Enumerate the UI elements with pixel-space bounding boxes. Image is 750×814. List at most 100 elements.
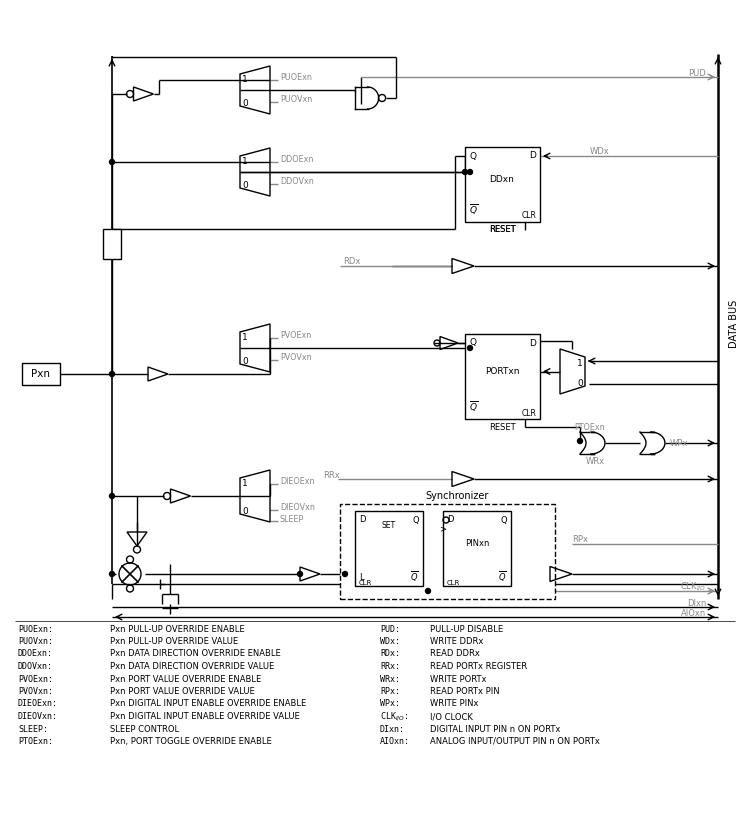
Circle shape xyxy=(467,169,472,174)
Text: 1: 1 xyxy=(242,76,248,85)
Bar xyxy=(340,504,555,599)
Text: Synchronizer: Synchronizer xyxy=(425,491,489,501)
Circle shape xyxy=(298,571,302,576)
Text: PUOVxn: PUOVxn xyxy=(280,94,312,103)
Circle shape xyxy=(110,371,115,377)
Text: WRx: WRx xyxy=(585,457,604,466)
Text: 1: 1 xyxy=(242,479,248,488)
Text: 0: 0 xyxy=(578,379,583,387)
Text: DIxn: DIxn xyxy=(687,598,706,607)
Text: D: D xyxy=(359,515,365,524)
Text: SLEEP:: SLEEP: xyxy=(18,724,48,733)
Text: DIEOVxn:: DIEOVxn: xyxy=(18,712,58,721)
Text: RESET: RESET xyxy=(489,225,515,234)
Text: WPx:: WPx: xyxy=(380,699,400,708)
Text: L: L xyxy=(359,572,364,581)
Text: SET: SET xyxy=(382,522,396,531)
Text: Q: Q xyxy=(469,339,476,348)
Text: DATA BUS: DATA BUS xyxy=(729,300,739,348)
Text: DDOExn:: DDOExn: xyxy=(18,650,53,659)
Text: RESET: RESET xyxy=(489,225,515,234)
Text: Pxn PORT VALUE OVERRIDE ENABLE: Pxn PORT VALUE OVERRIDE ENABLE xyxy=(110,675,261,684)
Text: PUD: PUD xyxy=(688,68,706,77)
Text: CLK$_{I/O}$: CLK$_{I/O}$ xyxy=(680,580,706,593)
Text: D: D xyxy=(447,515,454,524)
Text: CLR: CLR xyxy=(359,580,372,586)
Text: PTOExn: PTOExn xyxy=(574,422,605,431)
Text: WRITE PINx: WRITE PINx xyxy=(430,699,478,708)
Text: READ DDRx: READ DDRx xyxy=(430,650,480,659)
Text: DIEOVxn: DIEOVxn xyxy=(280,502,315,511)
Circle shape xyxy=(578,439,583,444)
Text: 0: 0 xyxy=(242,506,248,515)
Text: CLR: CLR xyxy=(447,580,460,586)
Text: AIOxn:: AIOxn: xyxy=(380,737,410,746)
Circle shape xyxy=(425,589,430,593)
Text: DDxn: DDxn xyxy=(490,176,514,185)
Text: $\overline{Q}$: $\overline{Q}$ xyxy=(499,570,507,584)
Text: Pxn: Pxn xyxy=(32,369,50,379)
Text: PVOVxn: PVOVxn xyxy=(280,352,312,361)
Text: PVOExn: PVOExn xyxy=(280,330,311,339)
Text: Pxn, PORT TOGGLE OVERRIDE ENABLE: Pxn, PORT TOGGLE OVERRIDE ENABLE xyxy=(110,737,272,746)
Text: PTOExn:: PTOExn: xyxy=(18,737,53,746)
Text: DDOVxn:: DDOVxn: xyxy=(18,662,53,671)
Bar xyxy=(443,511,511,586)
Text: I/O CLOCK: I/O CLOCK xyxy=(430,712,472,721)
Bar xyxy=(22,363,60,385)
Text: 0: 0 xyxy=(242,357,248,365)
Text: Pxn DIGITAL INPUT ENABLE OVERRIDE VALUE: Pxn DIGITAL INPUT ENABLE OVERRIDE VALUE xyxy=(110,712,300,721)
Text: D: D xyxy=(530,339,536,348)
Text: AIOxn: AIOxn xyxy=(681,609,706,618)
Text: DDOVxn: DDOVxn xyxy=(280,177,314,186)
Text: READ PORTx REGISTER: READ PORTx REGISTER xyxy=(430,662,527,671)
Text: WRITE PORTx: WRITE PORTx xyxy=(430,675,487,684)
Text: Pxn PULL-UP OVERRIDE ENABLE: Pxn PULL-UP OVERRIDE ENABLE xyxy=(110,624,245,633)
Text: DIEOExn: DIEOExn xyxy=(280,476,314,485)
Text: Q: Q xyxy=(469,151,476,160)
Text: 1: 1 xyxy=(242,334,248,343)
Text: CLK$_{I/O}$:: CLK$_{I/O}$: xyxy=(380,710,409,723)
Text: ANALOG INPUT/OUTPUT PIN n ON PORTx: ANALOG INPUT/OUTPUT PIN n ON PORTx xyxy=(430,737,600,746)
Text: READ PORTx PIN: READ PORTx PIN xyxy=(430,687,500,696)
Bar xyxy=(465,334,540,419)
Text: $\overline{Q}$: $\overline{Q}$ xyxy=(469,400,478,414)
Text: RPx: RPx xyxy=(572,535,588,544)
Text: >: > xyxy=(440,524,446,533)
Text: 0: 0 xyxy=(242,181,248,190)
Text: PUOExn: PUOExn xyxy=(280,72,312,81)
Text: CLR: CLR xyxy=(521,212,536,221)
Circle shape xyxy=(110,493,115,498)
Text: 1: 1 xyxy=(242,157,248,167)
Circle shape xyxy=(463,169,467,174)
Text: DIEOExn:: DIEOExn: xyxy=(18,699,58,708)
Text: $\overline{Q}$: $\overline{Q}$ xyxy=(469,203,478,217)
Bar xyxy=(355,511,423,586)
Text: PUOVxn:: PUOVxn: xyxy=(18,637,53,646)
Text: WRITE DDRx: WRITE DDRx xyxy=(430,637,483,646)
Bar xyxy=(465,147,540,222)
Text: Pxn PULL-UP OVERRIDE VALUE: Pxn PULL-UP OVERRIDE VALUE xyxy=(110,637,238,646)
Text: PORTxn: PORTxn xyxy=(484,367,519,377)
Text: PUD:: PUD: xyxy=(380,624,400,633)
Text: DDOExn: DDOExn xyxy=(280,155,314,164)
Text: $\overline{Q}$: $\overline{Q}$ xyxy=(410,570,419,584)
Text: RRx: RRx xyxy=(323,470,340,479)
Text: WDx:: WDx: xyxy=(380,637,400,646)
Text: WDx: WDx xyxy=(590,147,610,156)
Text: WPx: WPx xyxy=(670,439,688,448)
Text: RDx:: RDx: xyxy=(380,650,400,659)
Text: Q: Q xyxy=(413,515,419,524)
Text: RRx:: RRx: xyxy=(380,662,400,671)
Text: Pxn DATA DIRECTION OVERRIDE ENABLE: Pxn DATA DIRECTION OVERRIDE ENABLE xyxy=(110,650,280,659)
Circle shape xyxy=(467,345,472,351)
Text: PVOVxn:: PVOVxn: xyxy=(18,687,53,696)
Text: Pxn DIGITAL INPUT ENABLE OVERRIDE ENABLE: Pxn DIGITAL INPUT ENABLE OVERRIDE ENABLE xyxy=(110,699,306,708)
Text: SLEEP CONTROL: SLEEP CONTROL xyxy=(110,724,179,733)
Text: RPx:: RPx: xyxy=(380,687,400,696)
Text: 1: 1 xyxy=(578,358,583,367)
Text: PVOExn:: PVOExn: xyxy=(18,675,53,684)
Text: D: D xyxy=(530,151,536,160)
Text: CLR: CLR xyxy=(521,409,536,418)
Text: DIGITAL INPUT PIN n ON PORTx: DIGITAL INPUT PIN n ON PORTx xyxy=(430,724,560,733)
